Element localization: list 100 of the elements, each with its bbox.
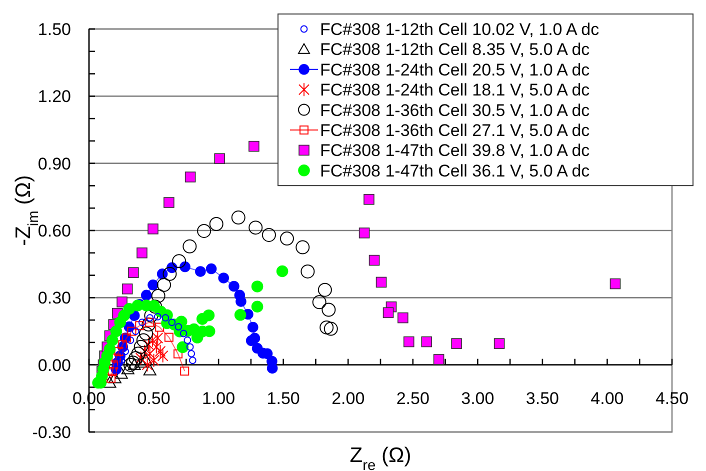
y-tick-label: -0.30 — [32, 422, 71, 442]
legend-label: FC#308 1-12th Cell 10.02 V, 1.0 A dc — [320, 20, 600, 39]
point — [188, 350, 196, 358]
point — [276, 265, 288, 278]
legend-label: FC#308 1-24th Cell 20.5 V, 1.0 A dc — [320, 60, 590, 80]
point — [174, 349, 183, 358]
point — [403, 336, 414, 348]
point — [128, 267, 139, 278]
y-tick-label: 1.50 — [38, 20, 71, 39]
point — [142, 358, 153, 372]
point — [122, 284, 133, 294]
x-tick-label: 1.50 — [266, 388, 300, 408]
point — [142, 318, 156, 332]
x-tick-label: 3.50 — [526, 388, 559, 408]
point — [494, 338, 505, 349]
point — [126, 336, 134, 344]
point — [148, 353, 160, 368]
point — [421, 336, 432, 348]
y-tick-label: 0.90 — [38, 154, 71, 174]
point — [148, 224, 158, 234]
point — [143, 338, 154, 352]
point — [110, 325, 122, 338]
point — [103, 376, 116, 388]
point — [132, 328, 140, 335]
x-tick-label: 2.00 — [332, 388, 365, 408]
point — [248, 220, 263, 235]
point — [135, 351, 146, 366]
point — [376, 276, 387, 288]
point — [118, 340, 128, 350]
point — [128, 358, 141, 370]
point — [209, 217, 224, 232]
y-tick-label: 1.20 — [38, 87, 71, 106]
point — [164, 332, 174, 342]
point — [234, 309, 246, 321]
point — [324, 322, 338, 336]
point — [155, 322, 164, 332]
point — [114, 367, 128, 379]
point — [134, 356, 148, 368]
point — [136, 333, 150, 348]
x-axis-title: Z$_{re}$ (Ω) — [350, 444, 412, 471]
legend-label: FC#308 1-47th Cell 36.1 V, 5.0 A dc — [320, 161, 590, 180]
legend-label: FC#308 1-36th Cell 30.5 V, 1.0 A dc — [320, 100, 590, 120]
point — [184, 172, 196, 182]
point — [140, 354, 153, 366]
point — [433, 354, 444, 365]
legend-label: FC#308 1-24th Cell 18.1 V, 5.0 A dc — [320, 80, 590, 100]
point — [106, 334, 118, 346]
point — [139, 326, 154, 340]
point — [368, 254, 380, 266]
point — [318, 282, 332, 297]
point — [398, 312, 408, 324]
x-tick-label: 4.00 — [590, 388, 624, 408]
point — [358, 228, 370, 238]
legend-label: FC#308 1-12th Cell 8.35 V, 5.0 A dc — [320, 40, 590, 60]
point — [154, 312, 162, 320]
point — [157, 278, 172, 292]
point — [118, 356, 126, 364]
point — [151, 288, 166, 303]
point — [135, 321, 144, 330]
point — [364, 194, 374, 205]
point — [162, 266, 177, 281]
point — [247, 322, 258, 333]
point — [139, 344, 150, 358]
point — [280, 232, 294, 246]
point — [128, 351, 143, 366]
point — [131, 346, 146, 361]
point — [228, 280, 240, 292]
point — [262, 228, 276, 242]
point — [182, 239, 197, 254]
point — [296, 240, 310, 254]
point — [451, 338, 462, 349]
point — [127, 326, 136, 336]
point — [114, 346, 124, 356]
point — [148, 280, 158, 290]
point — [112, 354, 121, 363]
point — [136, 247, 148, 258]
point — [186, 343, 194, 351]
point — [322, 302, 336, 317]
point — [206, 263, 217, 274]
point — [144, 346, 156, 361]
point — [152, 330, 164, 345]
point — [138, 318, 146, 326]
y-tick-label: 0.00 — [38, 356, 71, 375]
point — [197, 224, 212, 238]
point — [188, 356, 196, 364]
x-tick-label: 2.50 — [396, 388, 430, 408]
point — [195, 266, 206, 277]
point — [236, 296, 246, 307]
point — [251, 300, 264, 313]
point — [122, 348, 129, 356]
point — [143, 364, 156, 376]
point — [172, 254, 186, 268]
point — [248, 140, 260, 152]
point — [202, 309, 215, 322]
point — [168, 318, 176, 326]
point — [164, 197, 174, 208]
x-tick-label: 4.50 — [655, 388, 689, 408]
point — [140, 290, 152, 301]
point — [134, 340, 148, 354]
point — [320, 320, 334, 334]
